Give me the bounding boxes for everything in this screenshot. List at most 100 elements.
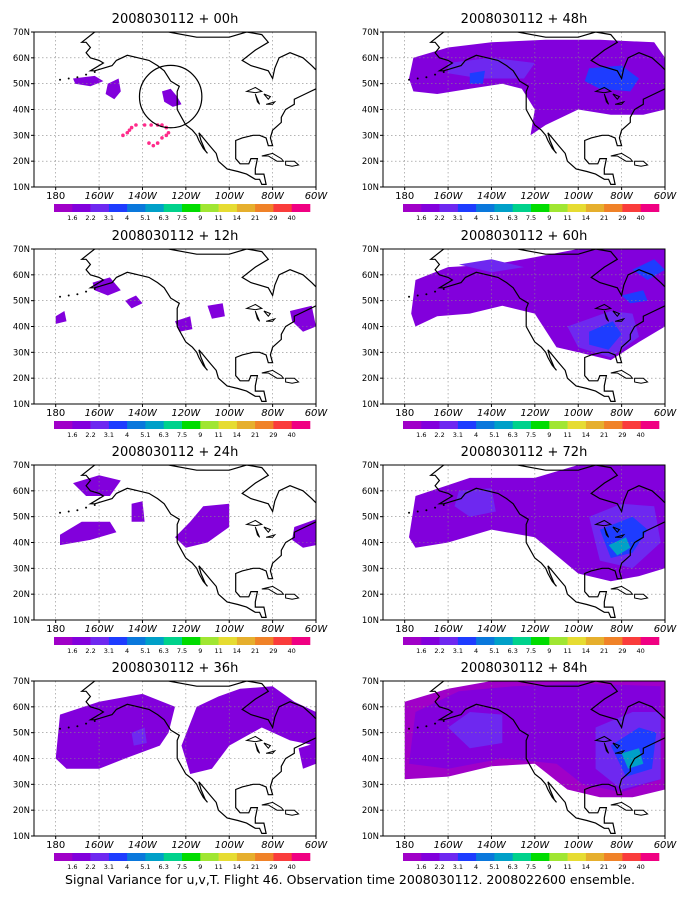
variance-region	[584, 65, 639, 92]
observation-point	[160, 136, 164, 140]
lat-label: 10N	[13, 400, 30, 410]
island	[59, 727, 62, 730]
colorbar-swatch	[236, 204, 256, 212]
panel-title: 2008030112 + 24h	[112, 445, 239, 460]
colorbar-swatch	[512, 853, 532, 861]
lake-outline	[612, 93, 621, 100]
colorbar-label: 4	[474, 214, 478, 222]
lake-outline	[603, 742, 610, 754]
map-panel: 2008030112 + 36h 70N 60N 50N 40N 30N 20N 10N 180…	[13, 661, 329, 871]
coastline	[79, 465, 316, 618]
colorbar-swatch	[145, 637, 164, 645]
variance-region	[125, 295, 143, 309]
colorbar-label: 9	[198, 647, 202, 655]
colorbar-label: 1.6	[416, 431, 426, 439]
panel-title: 2008030112 + 72h	[461, 445, 588, 460]
lon-label: 140W	[128, 624, 158, 635]
colorbar-label: 3.1	[453, 647, 463, 655]
variance-region	[175, 316, 193, 332]
colorbar-swatch	[108, 421, 128, 429]
map-panel: 2008030112 + 12h 70N 60N 50N 40N 30N 20N 10N 180…	[13, 229, 329, 439]
colorbar-swatch	[291, 853, 311, 861]
lon-label: 140W	[477, 624, 507, 635]
colorbar-swatch	[255, 853, 274, 861]
island	[442, 504, 445, 507]
colorbar-label: 7.5	[177, 863, 187, 871]
colorbar-label: 11	[563, 214, 571, 222]
coastline	[288, 1, 381, 53]
colorbar-swatch	[200, 853, 219, 861]
lat-label: 40N	[362, 323, 379, 333]
island	[408, 727, 411, 730]
colorbar-swatch	[585, 637, 605, 645]
lat-label: 10N	[13, 183, 30, 193]
lon-label: 140W	[128, 408, 158, 419]
colorbar-label: 4	[474, 431, 478, 439]
lat-label: 20N	[362, 374, 379, 384]
colorbar-swatch	[549, 421, 568, 429]
coastline	[285, 809, 300, 816]
colorbar-swatch	[54, 637, 73, 645]
lon-label: 180	[46, 840, 65, 851]
figure-caption: Signal Variance for u,v,T. Flight 46. Ob…	[65, 872, 635, 887]
colorbar-swatch	[403, 637, 422, 645]
lat-label: 60N	[13, 703, 30, 713]
lat-label: 30N	[362, 131, 379, 141]
colorbar-label: 14	[582, 431, 590, 439]
colorbar-swatch	[127, 637, 146, 645]
lat-label: 60N	[362, 487, 379, 497]
colorbar-label: 7.5	[177, 647, 187, 655]
coastline	[428, 681, 665, 834]
island	[67, 294, 70, 297]
colorbar-label: 29	[618, 863, 626, 871]
coastline	[285, 593, 300, 600]
variance-region	[92, 277, 121, 296]
colorbar-swatch	[622, 204, 641, 212]
colorbar-swatch	[108, 853, 128, 861]
lat-label: 40N	[13, 539, 30, 549]
colorbar-label: 1.6	[67, 431, 77, 439]
colorbar-label: 3.1	[453, 431, 463, 439]
colorbar-label: 14	[233, 431, 241, 439]
variance-region	[290, 305, 316, 332]
colorbar-swatch	[457, 204, 477, 212]
lon-label: 100W	[215, 191, 245, 202]
lake-outline	[263, 742, 272, 749]
lon-label: 80W	[261, 840, 285, 851]
island	[67, 726, 70, 729]
lake-outline	[614, 749, 626, 754]
colorbar-label: 6.3	[159, 647, 169, 655]
coastline	[79, 32, 316, 185]
coastline	[79, 681, 316, 834]
colorbar-swatch	[182, 637, 201, 645]
colorbar-label: 1.6	[416, 863, 426, 871]
colorbar-swatch	[403, 853, 422, 861]
colorbar-swatch	[531, 853, 550, 861]
colorbar-swatch	[255, 204, 274, 212]
lat-label: 70N	[13, 677, 30, 687]
coastline	[428, 32, 665, 185]
colorbar-label: 4	[125, 431, 129, 439]
variance-region	[298, 743, 316, 769]
lon-label: 180	[46, 624, 65, 635]
colorbar-swatch	[72, 853, 91, 861]
variance-region	[60, 521, 117, 546]
island	[408, 295, 411, 298]
map-panel: 2008030112 + 48h 70N 60N 50N 40N 30N 20N 10N 180…	[362, 12, 678, 222]
lon-label: 180	[395, 840, 414, 851]
panel-title: 2008030112 + 84h	[461, 661, 588, 676]
coastline	[610, 152, 634, 162]
lon-label: 100W	[215, 408, 245, 419]
lon-label: 80W	[610, 191, 634, 202]
colorbar-swatch	[108, 204, 128, 212]
lon-label: 60W	[654, 840, 678, 851]
lat-label: 60N	[13, 54, 30, 64]
colorbar-label: 2.2	[85, 431, 95, 439]
island	[425, 509, 428, 512]
panel-title: 2008030112 + 48h	[461, 12, 588, 27]
lon-label: 120W	[520, 408, 550, 419]
lat-label: 30N	[362, 780, 379, 790]
variance-region	[105, 78, 121, 100]
variance-region	[55, 693, 176, 769]
lon-label: 160W	[85, 191, 115, 202]
